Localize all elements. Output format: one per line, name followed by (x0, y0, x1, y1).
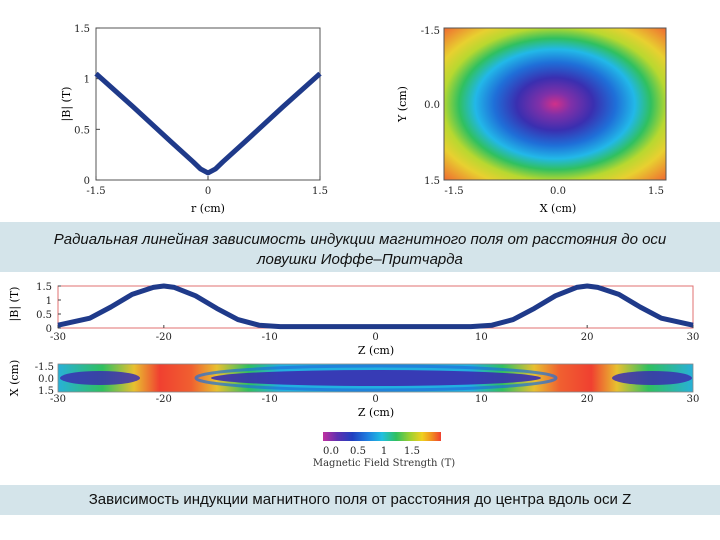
xy-ylabel: Y (cm) (396, 86, 409, 123)
xz-heatmap-frame (57, 363, 694, 393)
xy-heatmap-field (443, 27, 667, 181)
caption-top-line1: Радиальная линейная зависимость индукции… (53, 231, 667, 248)
radial-xtick-label: 0 (205, 186, 211, 197)
radial-ytick-label: 1 (84, 75, 90, 86)
xy-xtick-label: -1.5 (444, 186, 463, 197)
xy-ytick-label: 1.5 (424, 176, 440, 187)
xz-ytick-label: 0.0 (38, 374, 54, 385)
xy-xtick-label: 0.0 (550, 186, 566, 197)
colorbar-tick-label: 0.5 (350, 446, 366, 457)
xz-xtick-label: 10 (475, 394, 488, 405)
axial-ytick-label: 0.5 (36, 310, 52, 321)
colorbar-label: Magnetic Field Strength (T) (313, 458, 455, 469)
axial-ytick-label: 1.5 (36, 282, 52, 293)
radial-ticks: -1.5 0 1.500.511.5 (74, 24, 328, 197)
xz-xtick-label: -30 (50, 394, 66, 405)
colorbar: 0.0 0.5 1 1.5 Magnetic Field Strength (T) (313, 432, 455, 469)
xy-xlabel: X (cm) (540, 202, 577, 215)
xz-xtick-label: 0 (372, 394, 378, 405)
axial-xtick-label: 20 (581, 332, 594, 343)
xz-core-center (211, 370, 541, 386)
colorbar-swatch (323, 432, 441, 441)
axial-series-line (57, 283, 694, 330)
axial-ylabel: |B| (T) (8, 287, 22, 322)
xz-xtick-label: 30 (687, 394, 700, 405)
axial-plot-frame (57, 285, 694, 329)
xz-xtick-label: -10 (262, 394, 278, 405)
radial-xtick-label: 1.5 (312, 186, 328, 197)
xz-ylabel: X (cm) (8, 360, 21, 397)
radial-chart: -1.5 0 1.500.511.5 r (cm) |B| (T) (60, 24, 328, 215)
axial-xtick-label: 0 (372, 332, 378, 343)
axial-xtick-label: -10 (262, 332, 278, 343)
colorbar-tick-label: 1 (381, 446, 387, 457)
axial-xlabel: Z (cm) (358, 344, 394, 357)
radial-xlabel: r (cm) (191, 202, 225, 215)
colorbar-tick-label: 1.5 (404, 446, 420, 457)
xz-heatmap: -30 -20 -10 0 10 20 30 -1.50.01.5 Z (cm) X (cm) (8, 360, 699, 419)
xz-core-right (612, 371, 692, 385)
axial-chart: -30 -20 -10 0 10 20 30 0 0.5 1 1.5 Z (cm) |B| (T) (8, 282, 699, 357)
caption-top-line2: ловушки Иоффе–Притчарда (257, 251, 463, 268)
xz-core-left (60, 371, 140, 385)
xz-ticks: -30 -20 -10 0 10 20 30 -1.50.01.5 (35, 362, 700, 405)
xy-xtick-label: 1.5 (648, 186, 664, 197)
axial-xtick-label: 10 (475, 332, 488, 343)
radial-ytick-label: 0 (84, 176, 90, 187)
axial-xtick-label: 30 (687, 332, 700, 343)
xz-ytick-label: -1.5 (35, 362, 54, 373)
radial-ytick-label: 1.5 (74, 24, 90, 35)
radial-ylabel: |B| (T) (60, 87, 74, 122)
radial-xtick-label: -1.5 (86, 186, 105, 197)
caption-top: Радиальная линейная зависимость индукции… (0, 222, 720, 272)
xy-ytick-label: 0.0 (424, 100, 440, 111)
xz-ring-center (194, 364, 558, 392)
xz-xlabel: Z (cm) (358, 406, 394, 419)
xy-heatmap: -1.5 0.0 1.5 -1.5 0.0 1.5 X (cm) Y (cm) (396, 26, 667, 215)
colorbar-ticks: 0.0 0.5 1 1.5 (323, 446, 420, 457)
xz-ytick-label: 1.5 (38, 386, 54, 397)
radial-ytick-label: 0.5 (74, 125, 90, 136)
axial-xtick-label: -30 (50, 332, 66, 343)
xz-xtick-label: 20 (581, 394, 594, 405)
radial-series-line (94, 71, 322, 176)
axial-ytick-label: 1 (46, 296, 52, 307)
axial-xtick-label: -20 (156, 332, 172, 343)
axial-ticks: -30 -20 -10 0 10 20 30 0 0.5 1 1.5 (36, 282, 699, 343)
xy-ytick-label: -1.5 (421, 26, 440, 37)
xz-xtick-label: -20 (156, 394, 172, 405)
xy-ticks: -1.5 0.0 1.5 -1.5 0.0 1.5 (421, 26, 664, 197)
caption-bottom: Зависимость индукции магнитного поля от … (0, 485, 720, 515)
axial-ytick-label: 0 (46, 324, 52, 335)
colorbar-tick-label: 0.0 (323, 446, 339, 457)
